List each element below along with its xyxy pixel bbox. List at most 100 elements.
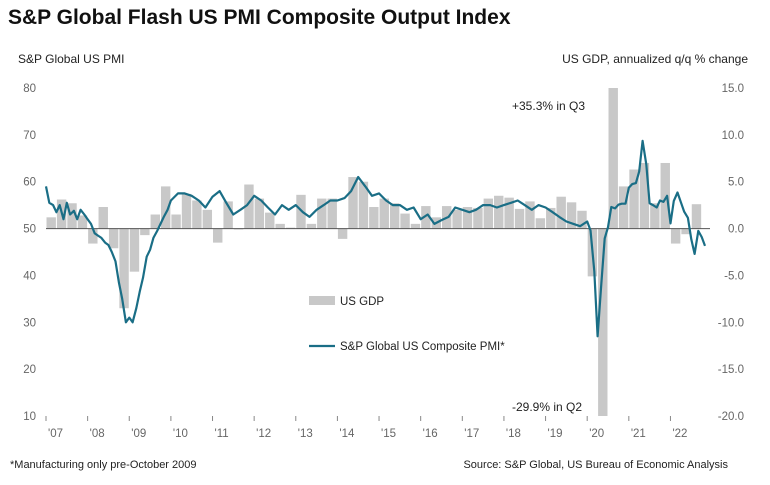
legend-swatch-gdp [309, 296, 335, 305]
left-axis-ticks: 80 70 60 50 40 30 20 10 [23, 83, 36, 423]
footnote: *Manufacturing only pre-October 2009 [10, 459, 197, 471]
gdp-bar [348, 177, 358, 229]
gdp-bar [681, 228, 691, 235]
legend-label-pmi: S&P Global US Composite PMI* [340, 341, 505, 353]
gdp-bar [660, 162, 670, 229]
right-tick-label: 15.0 [722, 83, 744, 95]
x-tick-label: '16 [423, 428, 438, 440]
right-tick-label: -10.0 [718, 317, 744, 329]
left-tick-label: 30 [23, 317, 36, 329]
right-tick-label: -5.0 [724, 270, 744, 282]
gdp-bar [629, 169, 639, 229]
annotation-gdp-low: -29.9% in Q2 [512, 400, 582, 414]
gdp-bar [691, 204, 702, 229]
x-tick-label: '22 [672, 428, 687, 440]
chart-title: S&P Global Flash US PMI Composite Output… [8, 6, 511, 29]
gdp-bar [98, 207, 108, 229]
gdp-bar [254, 198, 265, 229]
gdp-bar [358, 181, 369, 229]
gdp-bar [452, 209, 462, 229]
gdp-bar [244, 184, 254, 229]
gdp-bar [473, 207, 483, 229]
gdp-bar [77, 215, 88, 229]
x-axis-ticks: '07 '08 '09 '10 '11 '12 '13 '14 '15 '16 '17 '18 '19 '… [45, 416, 687, 440]
x-tick-label: '14 [339, 428, 355, 440]
gdp-bar [566, 202, 577, 229]
gdp-bar [556, 196, 566, 229]
gdp-bar [202, 209, 213, 229]
x-tick-label: '10 [173, 428, 188, 440]
gdp-bar [369, 207, 379, 229]
gdp-bar [618, 186, 629, 229]
gdp-bar [389, 203, 400, 229]
right-axis-title: US GDP, annualized q/q % change [562, 52, 748, 66]
x-tick-label: '18 [506, 428, 521, 440]
gdp-bar [265, 212, 275, 229]
gdp-bar [171, 214, 181, 229]
gdp-bar [546, 207, 556, 229]
gdp-bar [577, 210, 587, 229]
legend: US GDP S&P Global US Composite PMI* [309, 296, 505, 353]
gdp-bar [525, 201, 535, 229]
gdp-bar [192, 200, 202, 229]
gdp-bar [119, 228, 129, 309]
x-tick-label: '07 [48, 428, 63, 440]
gdp-bar [410, 223, 421, 229]
gdp-bar [181, 193, 192, 229]
right-tick-label: 0.0 [728, 224, 744, 236]
gdp-bar [317, 198, 327, 229]
gdp-bar [670, 228, 681, 244]
x-tick-label: '15 [381, 428, 396, 440]
gdp-bar [483, 198, 494, 229]
right-tick-label: 10.0 [722, 130, 744, 142]
x-tick-label: '19 [548, 428, 563, 440]
left-tick-label: 50 [23, 224, 36, 236]
gdp-bar [160, 186, 171, 229]
gdp-bar [608, 88, 618, 229]
gdp-bar [46, 217, 56, 229]
gdp-bar [306, 223, 317, 229]
gdp-bar [379, 198, 389, 229]
left-tick-label: 20 [23, 364, 36, 376]
gdp-bar [213, 228, 223, 243]
gdp-bar [275, 223, 285, 229]
source-note: Source: S&P Global, US Bureau of Economi… [463, 459, 728, 471]
x-tick-label: '11 [215, 428, 229, 440]
gdp-bar [494, 195, 504, 229]
right-tick-label: 5.0 [728, 177, 744, 189]
left-tick-label: 60 [23, 177, 36, 189]
pmi-line [44, 139, 707, 338]
x-tick-label: '17 [464, 428, 479, 440]
left-tick-label: 10 [23, 411, 36, 423]
gdp-bar [223, 201, 233, 229]
left-tick-label: 80 [23, 83, 36, 95]
left-tick-label: 40 [23, 270, 36, 282]
gdp-bar [650, 203, 660, 229]
legend-label-gdp: US GDP [340, 296, 384, 308]
x-tick-label: '08 [90, 428, 105, 440]
gdp-bar [88, 228, 98, 244]
x-tick-label: '13 [298, 428, 313, 440]
gdp-bar [598, 228, 608, 416]
right-tick-label: -20.0 [718, 411, 744, 423]
gdp-bar [150, 214, 160, 229]
annotation-gdp-high: +35.3% in Q3 [512, 99, 585, 113]
x-tick-label: '21 [631, 428, 646, 440]
gdp-bar [504, 197, 514, 229]
gdp-bar [535, 218, 546, 229]
gdp-bar [400, 213, 410, 229]
right-tick-label: -15.0 [718, 364, 744, 376]
gdp-bar [514, 208, 525, 229]
gdp-bar [67, 203, 77, 229]
gdp-bar [639, 162, 650, 229]
gdp-bar [108, 228, 119, 249]
x-tick-label: '12 [256, 428, 271, 440]
gdp-bar [129, 228, 140, 272]
gdp-bar [327, 198, 337, 229]
right-axis-ticks: 15.0 10.0 5.0 0.0 -5.0 -10.0 -15.0 -20.0 [718, 83, 744, 423]
gdp-bar [462, 207, 473, 229]
x-tick-label: '09 [131, 428, 146, 440]
left-axis-title: S&P Global US PMI [18, 52, 125, 66]
left-tick-label: 70 [23, 130, 36, 142]
